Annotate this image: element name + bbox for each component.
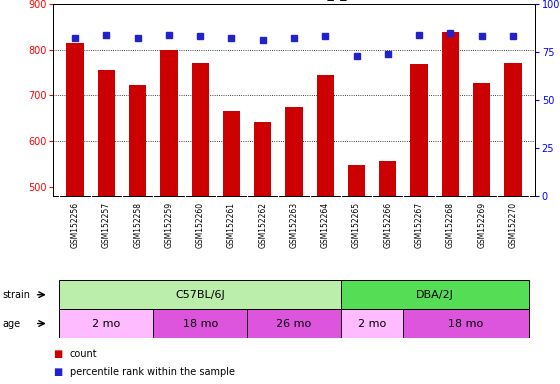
Bar <box>129 85 146 196</box>
Bar <box>341 309 403 338</box>
Bar <box>286 107 302 196</box>
Bar <box>403 309 529 338</box>
Text: DBA/2J: DBA/2J <box>416 290 454 300</box>
Bar <box>316 75 334 196</box>
Bar <box>67 43 83 196</box>
Text: 18 mo: 18 mo <box>183 318 218 329</box>
Bar <box>247 309 341 338</box>
Text: C57BL/6J: C57BL/6J <box>175 290 225 300</box>
Text: 2 mo: 2 mo <box>358 318 386 329</box>
Bar <box>254 122 272 196</box>
Text: age: age <box>3 318 21 329</box>
Bar <box>98 70 115 196</box>
Bar <box>59 280 341 309</box>
Text: GSM152262: GSM152262 <box>258 202 267 248</box>
Text: GSM152259: GSM152259 <box>165 202 174 248</box>
Text: GSM152258: GSM152258 <box>133 202 142 248</box>
Bar <box>59 309 153 338</box>
Bar <box>442 32 459 196</box>
Text: GSM152266: GSM152266 <box>383 202 393 248</box>
Bar <box>160 50 178 196</box>
Text: GSM152260: GSM152260 <box>195 202 205 248</box>
Text: strain: strain <box>3 290 31 300</box>
Bar <box>348 165 365 196</box>
Text: percentile rank within the sample: percentile rank within the sample <box>70 367 235 377</box>
Text: GSM152265: GSM152265 <box>352 202 361 248</box>
Text: 26 mo: 26 mo <box>277 318 311 329</box>
Bar <box>505 63 521 196</box>
Text: 2 mo: 2 mo <box>92 318 120 329</box>
Text: GSM152270: GSM152270 <box>508 202 517 248</box>
Bar <box>153 309 247 338</box>
Bar <box>223 111 240 196</box>
Text: count: count <box>70 349 97 359</box>
Text: GSM152264: GSM152264 <box>321 202 330 248</box>
Text: GSM152261: GSM152261 <box>227 202 236 248</box>
Text: ■: ■ <box>53 349 63 359</box>
Text: 18 mo: 18 mo <box>449 318 484 329</box>
Text: GSM152257: GSM152257 <box>102 202 111 248</box>
Bar <box>473 83 490 196</box>
Text: GSM152269: GSM152269 <box>477 202 486 248</box>
Text: ■: ■ <box>53 367 63 377</box>
Bar <box>341 280 529 309</box>
Text: GSM152256: GSM152256 <box>71 202 80 248</box>
Bar <box>410 64 428 196</box>
Text: GSM152267: GSM152267 <box>414 202 423 248</box>
Text: GSM152263: GSM152263 <box>290 202 298 248</box>
Bar <box>192 63 209 196</box>
Bar <box>379 161 396 196</box>
Text: GSM152268: GSM152268 <box>446 202 455 248</box>
